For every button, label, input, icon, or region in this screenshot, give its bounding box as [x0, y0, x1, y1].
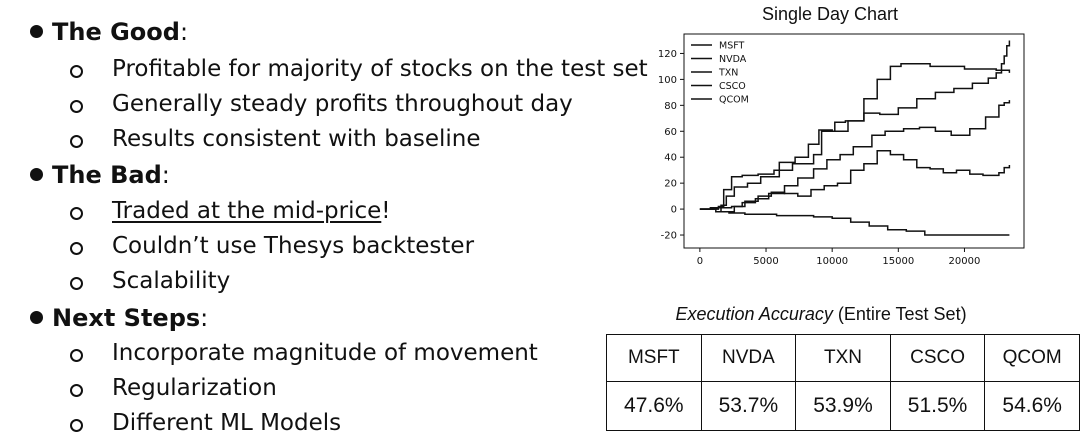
bullet-ring-icon [70, 384, 83, 397]
single-day-chart: -20 0 20 40 60 80 100 120 0 5000 10000 15000 20000 MS… [658, 33, 1025, 267]
list-item: Traded at the mid-price! [70, 198, 391, 224]
list-item: Generally steady profits throughout day [70, 91, 573, 117]
legend-label-msft: MSFT [719, 41, 745, 52]
bullet-ring-icon [70, 135, 83, 148]
x-tick-label: 10000 [816, 256, 848, 267]
plot-frame [683, 33, 1025, 249]
list-item: Profitable for majority of stocks on the… [70, 56, 648, 82]
y-tick-label: -20 [661, 231, 677, 242]
bullet-dot-icon [30, 311, 43, 324]
series-line-csco [699, 149, 1011, 213]
header-cell: NVDA [700, 334, 797, 382]
header-cell: TXN [795, 334, 891, 382]
x-tick-label: 5000 [753, 256, 778, 267]
mid-price-link[interactable]: Traded at the mid-price [112, 198, 382, 224]
y-tick-label: 100 [658, 75, 677, 86]
section-title: Next Steps [52, 304, 201, 332]
table-caption: Execution Accuracy (Entire Test Set) [675, 304, 967, 324]
y-tick-label: 0 [671, 205, 677, 216]
y-tick-label: 60 [664, 127, 677, 138]
legend-label-txn: TXN [718, 68, 738, 79]
bullet-ring-icon [70, 100, 83, 113]
header-cell: QCOM [984, 334, 1080, 382]
list-item: Couldn’t use Thesys backtester [70, 233, 474, 259]
table-row: 47.6% 53.7% 53.9% 51.5% 54.6% [606, 381, 1080, 431]
bullet-dot-icon [30, 25, 43, 38]
chart-title: Single Day Chart [761, 4, 899, 24]
y-tick-label: 20 [664, 179, 677, 190]
bullet-next-steps: Next Steps: [30, 304, 208, 332]
x-tick-label: 20000 [949, 256, 981, 267]
legend-label-qcom: QCOM [719, 95, 749, 106]
table-header-row: MSFT NVDA TXN CSCO QCOM [606, 334, 1080, 382]
legend-label-csco: CSCO [719, 81, 746, 92]
series-line-nvda [699, 63, 1011, 210]
bullet-ring-icon [70, 242, 83, 255]
y-tick-label: 120 [658, 49, 677, 60]
bullet-ring-icon [70, 349, 83, 362]
list-item: Incorporate magnitude of movement [70, 340, 538, 366]
bullet-ring-icon [70, 419, 83, 432]
list-item: Different ML Models [70, 410, 341, 436]
value-cell: 51.5% [889, 381, 986, 431]
header-cell: MSFT [606, 334, 702, 382]
bullet-the-bad: The Bad: [30, 161, 170, 189]
x-tick-label: 15000 [882, 256, 914, 267]
header-cell: CSCO [889, 334, 986, 382]
bullet-dot-icon [30, 168, 43, 181]
section-title: The Bad [52, 161, 162, 189]
execution-accuracy-table: MSFT NVDA TXN CSCO QCOM 47.6% 53.7% 53.9… [606, 334, 1080, 431]
y-tick-label: 40 [664, 153, 677, 164]
series-line-txn [699, 100, 1011, 210]
value-cell: 53.9% [795, 381, 891, 431]
bullet-the-good: The Good: [30, 18, 188, 46]
y-tick-label: 80 [664, 101, 677, 112]
value-cell: 54.6% [984, 381, 1080, 431]
value-cell: 53.7% [700, 381, 797, 431]
bullet-ring-icon [70, 65, 83, 78]
x-tick-label: 0 [697, 256, 703, 267]
list-item: Results consistent with baseline [70, 126, 481, 152]
list-item: Regularization [70, 375, 277, 401]
value-cell: 47.6% [606, 381, 702, 431]
bullet-ring-icon [70, 277, 83, 290]
list-item: Scalability [70, 268, 230, 294]
legend-label-nvda: NVDA [719, 54, 747, 65]
series-line-qcom [699, 208, 1010, 236]
bullet-ring-icon [70, 207, 83, 220]
section-title: The Good [52, 18, 180, 46]
